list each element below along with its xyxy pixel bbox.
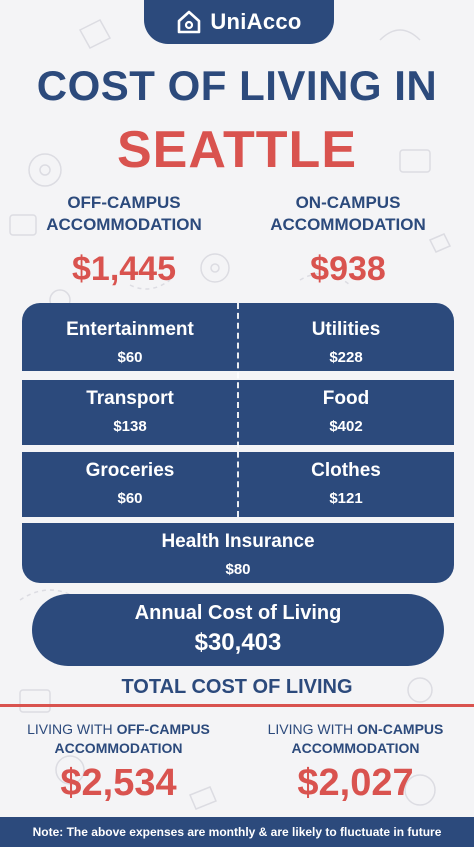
expense-name: Transport	[86, 388, 174, 409]
total-cost-title: TOTAL COST OF LIVING	[121, 676, 353, 698]
label-bold: ON-CAMPUS	[357, 721, 444, 737]
on-campus-label-line1: ON-CAMPUS	[295, 193, 401, 212]
annual-cost-label: Annual Cost of Living	[134, 602, 342, 624]
page-title-city: SEATTLE	[116, 121, 358, 179]
expense-name: Food	[322, 388, 370, 409]
annual-cost-amount: $30,403	[194, 629, 282, 656]
off-campus-label-line1: OFF-CAMPUS	[67, 193, 181, 212]
expense-name: Clothes	[311, 460, 381, 481]
off-campus-label-line2: ACCOMMODATION	[46, 215, 202, 234]
column-divider	[237, 303, 239, 517]
page-title-line1: COST OF LIVING IN	[36, 62, 438, 109]
total-on-campus-amount: $2,027	[297, 762, 414, 804]
expense-groceries: Groceries $60	[22, 460, 238, 507]
off-campus-price: $1,445	[72, 250, 176, 288]
expense-food: Food $402	[238, 388, 454, 435]
label-prefix: LIVING WITH	[267, 721, 358, 737]
label-line2: ACCOMMODATION	[54, 740, 183, 756]
label-line2: ACCOMMODATION	[291, 740, 420, 756]
label-prefix: LIVING WITH	[27, 721, 117, 737]
expense-value: $121	[329, 490, 363, 507]
home-icon	[178, 10, 201, 34]
expense-name: Entertainment	[66, 319, 194, 340]
expense-clothes: Clothes $121	[238, 460, 454, 507]
expense-value: $228	[329, 349, 363, 366]
expense-name: Utilities	[311, 319, 381, 340]
on-campus-label-line2: ACCOMMODATION	[270, 215, 426, 234]
expense-value: $80	[225, 561, 251, 578]
expense-value: $402	[329, 418, 363, 435]
expense-value: $60	[117, 349, 143, 366]
expense-row-4: Health Insurance $80	[22, 523, 454, 583]
brand-logo: UniAcco	[144, 0, 334, 44]
footer-note: Note: The above expenses are monthly & a…	[0, 817, 474, 847]
expense-value: $138	[113, 418, 147, 435]
expense-name: Health Insurance	[161, 531, 315, 552]
expense-transport: Transport $138	[22, 388, 238, 435]
on-campus-price: $938	[310, 250, 386, 288]
on-campus-label: ON-CAMPUS ACCOMMODATION	[238, 192, 458, 236]
expense-health-insurance: Health Insurance $80	[22, 531, 454, 578]
off-campus-label: OFF-CAMPUS ACCOMMODATION	[14, 192, 234, 236]
annual-cost-card: Annual Cost of Living $30,403	[32, 594, 444, 666]
total-off-campus-amount: $2,534	[60, 762, 177, 804]
expense-entertainment: Entertainment $60	[22, 319, 238, 366]
divider-line	[0, 704, 474, 707]
label-bold: OFF-CAMPUS	[116, 721, 210, 737]
expense-value: $60	[117, 490, 143, 507]
total-off-campus-label: LIVING WITH OFF-CAMPUS ACCOMMODATION	[0, 720, 237, 758]
expense-name: Groceries	[85, 460, 175, 481]
expense-utilities: Utilities $228	[238, 319, 454, 366]
brand-name: UniAcco	[210, 9, 302, 34]
total-on-campus-label: LIVING WITH ON-CAMPUS ACCOMMODATION	[237, 720, 474, 758]
